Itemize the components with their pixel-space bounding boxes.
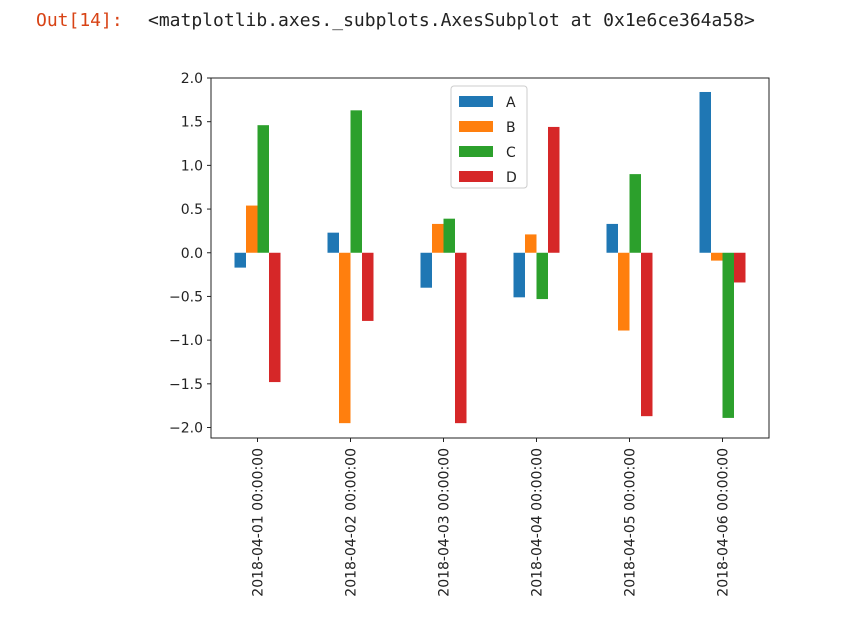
y-tick-label: 1.5 bbox=[181, 115, 203, 131]
y-tick-label: 2.0 bbox=[181, 71, 203, 87]
bar-D-4 bbox=[641, 252, 653, 417]
legend-swatch-C bbox=[459, 146, 493, 157]
bar-C-4 bbox=[629, 174, 641, 253]
legend-label-A: A bbox=[506, 95, 516, 111]
legend-box bbox=[450, 85, 528, 189]
x-tick-label: 2018-04-02 00:00:00 bbox=[344, 448, 360, 597]
x-tick-label: 2018-04-03 00:00:00 bbox=[437, 448, 453, 597]
bar-D-1 bbox=[362, 252, 374, 321]
legend-swatch-B bbox=[459, 121, 493, 132]
bar-A-5 bbox=[699, 91, 711, 253]
bar-C-5 bbox=[722, 252, 734, 418]
y-tick-label: −1.5 bbox=[169, 377, 203, 393]
bar-A-1 bbox=[327, 232, 339, 253]
x-tick-label: 2018-04-04 00:00:00 bbox=[530, 448, 546, 597]
bar-C-3 bbox=[536, 252, 548, 300]
bar-D-3 bbox=[548, 126, 560, 253]
y-tick-label: −2.0 bbox=[169, 421, 203, 437]
y-tick-label: 0.5 bbox=[181, 202, 203, 218]
y-tick-label: −0.5 bbox=[169, 289, 203, 305]
legend-label-B: B bbox=[506, 120, 516, 136]
output-prompt: Out[14]: bbox=[36, 10, 123, 31]
y-tick-label: −1.0 bbox=[169, 333, 203, 349]
x-tick-label: 2018-04-06 00:00:00 bbox=[716, 448, 732, 597]
y-axis: 2.0 1.5 1.0 0.5 0.0 −0.5 −1.0 −1.5 −2.0 bbox=[169, 71, 211, 437]
legend-swatch-D bbox=[459, 171, 493, 182]
bar-A-0 bbox=[234, 252, 246, 268]
bar-C-1 bbox=[350, 110, 362, 253]
y-tick-label: 1.0 bbox=[181, 158, 203, 174]
x-tick-label: 2018-04-01 00:00:00 bbox=[251, 448, 267, 597]
legend-label-D: D bbox=[506, 170, 517, 186]
legend-label-C: C bbox=[506, 145, 516, 161]
bar-D-2 bbox=[455, 252, 467, 424]
bars-group bbox=[234, 91, 746, 424]
bar-D-0 bbox=[269, 252, 281, 383]
bar-A-2 bbox=[420, 252, 432, 288]
x-tick-label: 2018-04-05 00:00:00 bbox=[623, 448, 639, 597]
bar-B-0 bbox=[246, 205, 258, 253]
legend-swatch-A bbox=[459, 96, 493, 107]
axes-frame bbox=[210, 77, 770, 439]
bar-B-5 bbox=[711, 252, 723, 261]
x-axis: 2018-04-01 00:00:00 2018-04-02 00:00:00 20… bbox=[251, 438, 732, 597]
bar-A-4 bbox=[606, 223, 618, 253]
bar-A-3 bbox=[513, 252, 525, 298]
bar-B-4 bbox=[618, 252, 630, 331]
bar-B-1 bbox=[339, 252, 351, 424]
bar-B-3 bbox=[525, 234, 537, 253]
output-text: <matplotlib.axes._subplots.AxesSubplot a… bbox=[148, 10, 755, 31]
y-tick-label: 0.0 bbox=[181, 246, 203, 262]
bar-C-2 bbox=[443, 218, 455, 253]
bar-B-2 bbox=[432, 223, 444, 253]
bar-D-5 bbox=[734, 252, 746, 283]
bar-C-0 bbox=[257, 125, 269, 253]
